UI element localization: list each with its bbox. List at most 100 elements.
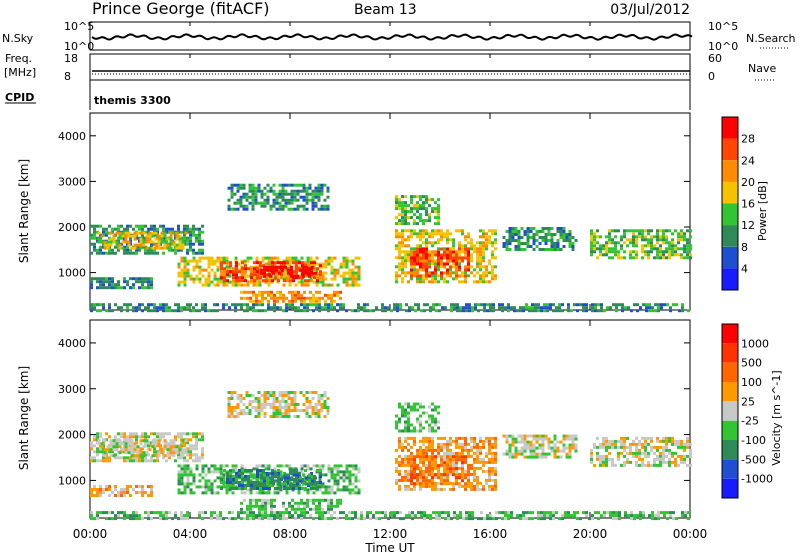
velocity-echo-cell	[473, 451, 476, 455]
velocity-echo-cell	[479, 445, 482, 449]
power-echo-cell	[135, 306, 138, 310]
power-echo-cell	[148, 246, 152, 250]
power-echo-cell	[429, 309, 432, 313]
velocity-echo-cell	[169, 445, 173, 449]
power-echo-cell	[291, 299, 294, 303]
velocity-echo-cell	[458, 445, 461, 449]
power-echo-cell	[614, 235, 617, 239]
power-echo-cell	[315, 262, 319, 266]
power-echo-cell	[543, 303, 546, 307]
velocity-echo-cell	[175, 448, 179, 452]
velocity-echo-cell	[236, 394, 240, 397]
power-echo-cell	[458, 265, 461, 269]
velocity-echo-cell	[210, 482, 214, 486]
power-echo-cell	[330, 256, 334, 260]
power-echo-cell	[479, 241, 482, 245]
velocity-echo-cell	[317, 409, 321, 412]
velocity-echo-cell	[491, 472, 494, 476]
power-echo-cell	[339, 306, 342, 310]
power-echo-cell	[611, 238, 614, 242]
power-echo-cell	[410, 201, 413, 205]
power-echo-cell	[440, 274, 443, 278]
power-echo-cell	[633, 303, 636, 307]
velocity-echo-cell	[461, 461, 464, 465]
velocity-echo-cell	[636, 514, 639, 518]
power-echo-cell	[118, 243, 122, 247]
power-echo-cell	[220, 264, 223, 268]
velocity-echo-cell	[213, 467, 217, 471]
velocity-echo-cell	[138, 485, 141, 488]
power-echo-cell	[274, 273, 277, 277]
velocity-echo-cell	[130, 454, 134, 458]
power-echo-cell	[150, 248, 153, 252]
velocity-echo-cell	[449, 458, 452, 462]
power-echo-cell	[336, 268, 340, 272]
power-echo-cell	[317, 192, 321, 196]
velocity-echo-cell	[260, 406, 264, 409]
power-echo-cell	[458, 241, 461, 245]
power-echo-cell	[280, 264, 283, 268]
velocity-echo-cell	[172, 445, 176, 449]
power-echo-cell	[416, 222, 419, 226]
velocity-echo-cell	[145, 439, 149, 443]
power-echo-cell	[183, 280, 187, 284]
velocity-echo-cell	[407, 442, 410, 446]
velocity-echo-cell	[455, 451, 458, 455]
power-echo-cell	[293, 189, 297, 193]
power-echo-cell	[148, 234, 152, 238]
velocity-echo-cell	[141, 517, 144, 521]
power-echo-cell	[680, 253, 683, 257]
power-echo-cell	[419, 277, 422, 281]
velocity-echo-cell	[114, 435, 117, 439]
power-echo-cell	[401, 222, 404, 226]
velocity-echo-cell	[103, 439, 107, 443]
power-echo-cell	[366, 309, 369, 313]
velocity-echo-cell	[270, 498, 273, 502]
velocity-echo-cell	[258, 511, 261, 515]
velocity-echo-cell	[127, 442, 131, 446]
velocity-echo-cell	[428, 469, 431, 473]
velocity-echo-cell	[183, 459, 186, 463]
power-echo-cell	[404, 265, 407, 269]
power-echo-cell	[315, 296, 318, 300]
power-echo-cell	[112, 234, 116, 238]
velocity-echo-cell	[261, 498, 264, 502]
power-echo-cell	[216, 283, 220, 287]
velocity-echo-cell	[244, 469, 247, 472]
power-echo-cell	[505, 230, 509, 233]
power-echo-cell	[333, 256, 337, 260]
velocity-echo-cell	[446, 445, 449, 449]
power-echo-cell	[186, 259, 190, 263]
velocity-echo-cell	[357, 467, 361, 471]
power-echo-cell	[681, 306, 684, 310]
power-echo-cell	[617, 229, 620, 233]
velocity-echo-cell	[339, 501, 342, 505]
power-echo-cell	[342, 277, 346, 281]
velocity-colorbar-tick-label: 1000	[741, 337, 769, 350]
velocity-echo-cell	[264, 498, 267, 502]
power-echo-cell	[235, 261, 238, 265]
power-echo-cell	[252, 290, 255, 294]
velocity-echo-cell	[201, 517, 204, 521]
power-echo-cell	[434, 280, 437, 284]
velocity-echo-cell	[97, 439, 101, 443]
power-echo-cell	[540, 306, 543, 310]
velocity-echo-cell	[257, 415, 261, 418]
power-echo-cell	[105, 309, 108, 313]
velocity-echo-cell	[285, 511, 288, 515]
power-echo-cell	[178, 240, 182, 244]
power-echo-cell	[683, 232, 686, 236]
power-echo-cell	[425, 232, 428, 236]
power-echo-cell	[467, 232, 470, 236]
velocity-echo-cell	[102, 488, 105, 491]
power-echo-cell	[258, 280, 262, 284]
power-echo-cell	[686, 256, 689, 260]
power-echo-cell	[398, 262, 401, 266]
power-echo-cell	[544, 236, 548, 239]
velocity-echo-cell	[244, 475, 247, 478]
power-echo-cell	[508, 242, 512, 245]
power-echo-cell	[398, 204, 401, 208]
power-echo-cell	[407, 238, 410, 242]
power-echo-cell	[410, 232, 413, 236]
power-echo-cell	[223, 261, 226, 265]
